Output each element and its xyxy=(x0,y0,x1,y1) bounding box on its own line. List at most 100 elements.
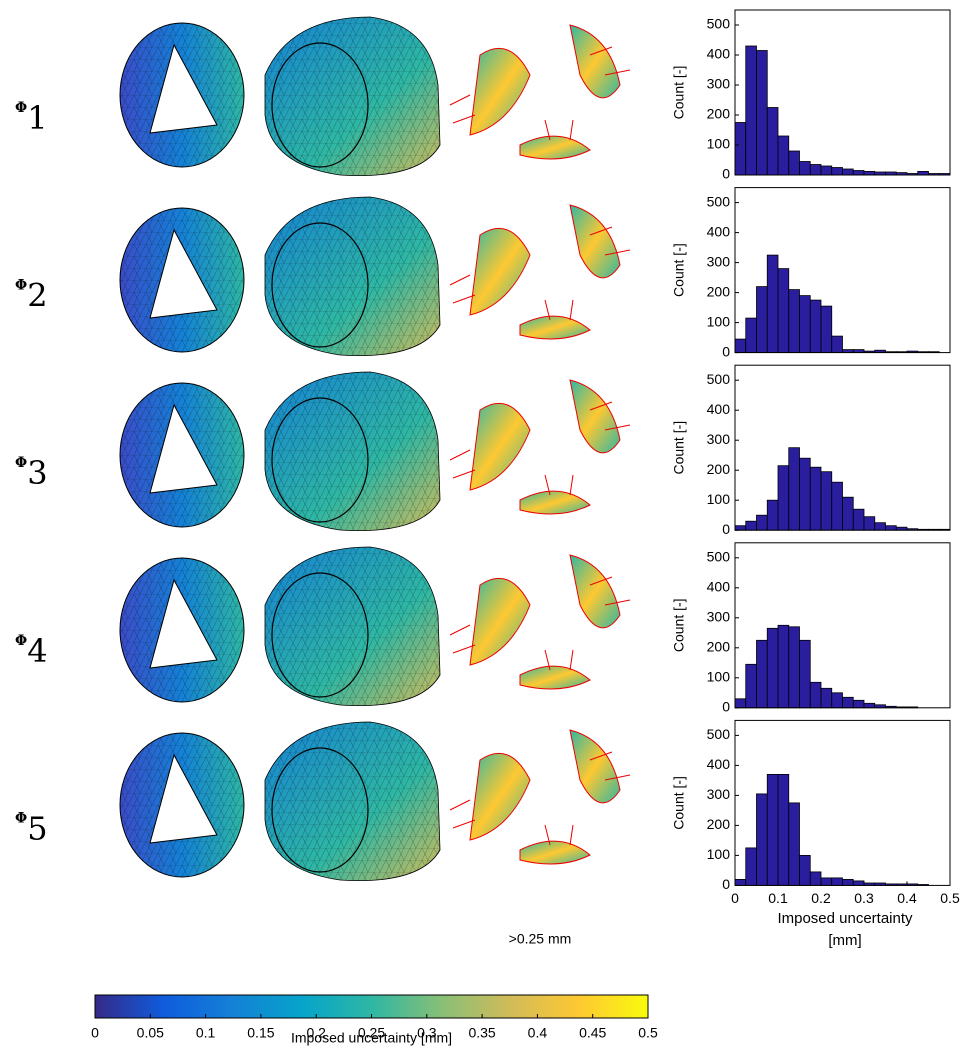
bar xyxy=(853,700,864,708)
bar xyxy=(735,123,746,176)
row-label-symbol: Φ xyxy=(15,100,27,116)
bar xyxy=(864,517,875,531)
arrow-note: >0.25 mm xyxy=(509,931,572,947)
bar xyxy=(843,497,854,530)
bar xyxy=(735,526,746,531)
x-tick-label: 0 xyxy=(731,890,739,906)
bar xyxy=(746,664,757,708)
bar xyxy=(810,300,821,353)
bar xyxy=(778,136,789,175)
y-tick-label: 0 xyxy=(722,521,730,537)
bar xyxy=(735,339,746,353)
y-tick-label: 200 xyxy=(707,816,731,832)
y-tick-label: 500 xyxy=(707,371,731,387)
bar xyxy=(843,697,854,708)
bar xyxy=(821,878,832,886)
bar xyxy=(767,500,778,530)
bar xyxy=(757,51,768,176)
bar xyxy=(832,878,843,886)
y-tick-label: 300 xyxy=(707,76,731,92)
y-tick-label: 100 xyxy=(707,846,731,862)
colorbar-tick-label: 0.15 xyxy=(247,1025,274,1041)
colorbar-tick-label: 0.1 xyxy=(196,1025,216,1041)
bar xyxy=(778,774,789,885)
colorbar-tick-label: 0.05 xyxy=(137,1025,164,1041)
bar xyxy=(886,526,897,531)
bar xyxy=(778,625,789,708)
row-label: Φ3 xyxy=(15,454,48,492)
row-label: Φ5 xyxy=(15,809,48,847)
bar xyxy=(757,287,768,353)
y-tick-label: 300 xyxy=(707,786,731,802)
bar xyxy=(853,881,864,886)
y-tick-label: 200 xyxy=(707,106,731,122)
row-label-subscript: 5 xyxy=(27,809,47,847)
colorbar-tick-label: 0 xyxy=(91,1025,99,1041)
bar xyxy=(853,509,864,530)
row-label: Φ4 xyxy=(15,631,48,669)
bar xyxy=(767,628,778,708)
bar xyxy=(789,627,800,708)
colorbar-tick-label: 0.4 xyxy=(528,1025,548,1041)
colorbar-tick-label: 0.5 xyxy=(638,1025,658,1041)
bar xyxy=(832,693,843,708)
bar xyxy=(789,290,800,353)
colorbar-tick-label: 0.45 xyxy=(579,1025,606,1041)
bar xyxy=(800,458,811,530)
bar xyxy=(767,108,778,176)
bar xyxy=(832,168,843,176)
y-axis-label: Count [-] xyxy=(671,66,687,120)
y-tick-label: 0 xyxy=(722,876,730,892)
bar xyxy=(821,306,832,353)
bar xyxy=(735,879,746,885)
bar xyxy=(810,467,821,530)
bar xyxy=(767,774,778,885)
y-tick-label: 200 xyxy=(707,639,731,655)
y-tick-label: 100 xyxy=(707,491,731,507)
y-tick-label: 100 xyxy=(707,313,731,329)
bar xyxy=(821,166,832,175)
x-tick-label: 0.5 xyxy=(940,890,960,906)
x-tick-label: 0.3 xyxy=(854,890,874,906)
y-tick-label: 400 xyxy=(707,579,731,595)
x-tick-label: 0.2 xyxy=(811,890,831,906)
bar xyxy=(832,482,843,530)
y-tick-label: 100 xyxy=(707,669,731,685)
row-label-symbol: Φ xyxy=(15,278,27,294)
bar xyxy=(789,151,800,175)
bar xyxy=(746,848,757,886)
bar xyxy=(843,879,854,885)
bar xyxy=(832,336,843,353)
bar xyxy=(864,703,875,708)
y-tick-label: 400 xyxy=(707,46,731,62)
row-label-symbol: Φ xyxy=(15,633,27,649)
bar xyxy=(789,803,800,886)
bar xyxy=(789,448,800,531)
bar xyxy=(843,169,854,175)
y-tick-label: 200 xyxy=(707,283,731,299)
y-tick-label: 0 xyxy=(722,166,730,182)
y-tick-label: 400 xyxy=(707,223,731,239)
bar xyxy=(778,466,789,531)
y-tick-label: 300 xyxy=(707,431,731,447)
row-label: Φ2 xyxy=(15,276,48,314)
y-tick-label: 0 xyxy=(722,343,730,359)
y-axis-label: Count [-] xyxy=(671,776,687,830)
bar xyxy=(810,165,821,176)
row-label-subscript: 3 xyxy=(27,454,47,492)
row-label-subscript: 1 xyxy=(27,99,47,137)
row-label-symbol: Φ xyxy=(15,810,27,826)
bar xyxy=(778,269,789,353)
row-label-subscript: 4 xyxy=(27,631,47,669)
y-axis-label: Count [-] xyxy=(671,243,687,297)
y-axis-label: Count [-] xyxy=(671,421,687,475)
y-tick-label: 0 xyxy=(722,699,730,715)
bar xyxy=(800,855,811,885)
y-tick-label: 500 xyxy=(707,549,731,565)
bar xyxy=(821,688,832,708)
bar xyxy=(800,640,811,708)
y-tick-label: 400 xyxy=(707,756,731,772)
bar xyxy=(757,794,768,886)
bar xyxy=(864,171,875,175)
y-tick-label: 500 xyxy=(707,16,731,32)
